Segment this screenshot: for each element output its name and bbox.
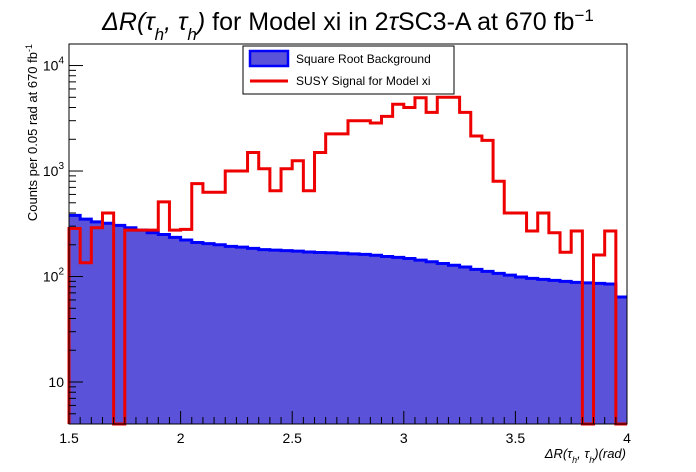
background-histogram-fill — [69, 215, 627, 424]
y-axis-label: Counts per 0.05 rad at 670 fb-1 — [24, 44, 40, 221]
legend: Square Root Background SUSY Signal for M… — [242, 45, 455, 95]
x-tick-label: 1.5 — [59, 430, 79, 446]
y-axis: 10 102 103 104 — [43, 56, 83, 425]
x-tick-label: 4 — [623, 430, 631, 446]
x-tick-label: 3 — [400, 430, 408, 446]
x-axis-label: ΔR(τh, τh)(rad) — [544, 446, 626, 465]
y-tick-label: 102 — [43, 267, 65, 285]
x-axis: 1.5 2 2.5 3 3.5 4 — [59, 411, 631, 446]
y-tick-label: 104 — [43, 56, 65, 74]
x-tick-label: 3.5 — [506, 430, 526, 446]
legend-label-signal: SUSY Signal for Model xi — [296, 74, 431, 88]
y-tick-label: 10 — [48, 374, 64, 390]
x-tick-label: 2.5 — [282, 430, 302, 446]
legend-label-background: Square Root Background — [296, 52, 431, 66]
chart-title: ΔR(τh, τh) for Model xi in 2τSC3-A at 67… — [101, 6, 594, 44]
x-tick-label: 2 — [177, 430, 185, 446]
plot-area — [67, 95, 627, 426]
y-tick-label: 103 — [43, 161, 65, 179]
legend-swatch-background — [248, 49, 290, 68]
background-histogram-line — [69, 213, 627, 299]
signal-histogram-line — [67, 95, 627, 426]
